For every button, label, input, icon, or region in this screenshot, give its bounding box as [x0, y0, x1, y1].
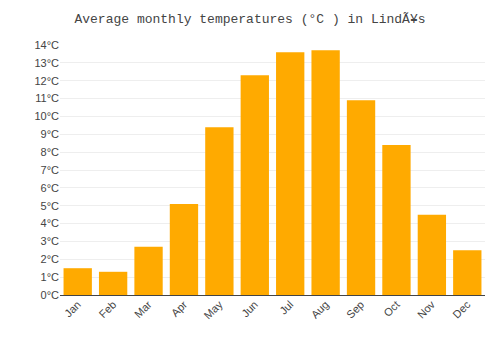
svg-text:Jul: Jul — [277, 298, 295, 316]
svg-text:2°C: 2°C — [41, 253, 60, 265]
svg-text:Sep: Sep — [344, 298, 366, 320]
svg-text:Aug: Aug — [309, 298, 331, 320]
svg-text:Jun: Jun — [239, 298, 260, 319]
svg-text:Mar: Mar — [132, 298, 154, 320]
svg-text:Nov: Nov — [415, 298, 438, 321]
svg-text:Apr: Apr — [169, 298, 190, 319]
svg-text:Average monthly temperatures (: Average monthly temperatures (°C ) in Li… — [74, 12, 425, 27]
svg-text:12°C: 12°C — [34, 75, 59, 87]
svg-text:May: May — [202, 298, 226, 322]
svg-text:8°C: 8°C — [41, 146, 60, 158]
svg-text:14°C: 14°C — [34, 39, 59, 51]
svg-text:Oct: Oct — [381, 298, 402, 319]
svg-text:9°C: 9°C — [41, 128, 60, 140]
svg-text:6°C: 6°C — [41, 182, 60, 194]
svg-text:0°C: 0°C — [41, 289, 60, 301]
svg-text:7°C: 7°C — [41, 164, 60, 176]
svg-text:11°C: 11°C — [35, 92, 59, 104]
svg-text:3°C: 3°C — [41, 235, 60, 247]
svg-text:Dec: Dec — [450, 298, 473, 321]
svg-text:1°C: 1°C — [41, 271, 60, 283]
svg-text:Jan: Jan — [62, 298, 83, 319]
svg-text:10°C: 10°C — [34, 110, 59, 122]
svg-text:13°C: 13°C — [34, 57, 59, 69]
svg-text:4°C: 4°C — [41, 217, 60, 229]
svg-text:5°C: 5°C — [41, 200, 60, 212]
svg-text:Feb: Feb — [97, 298, 119, 320]
